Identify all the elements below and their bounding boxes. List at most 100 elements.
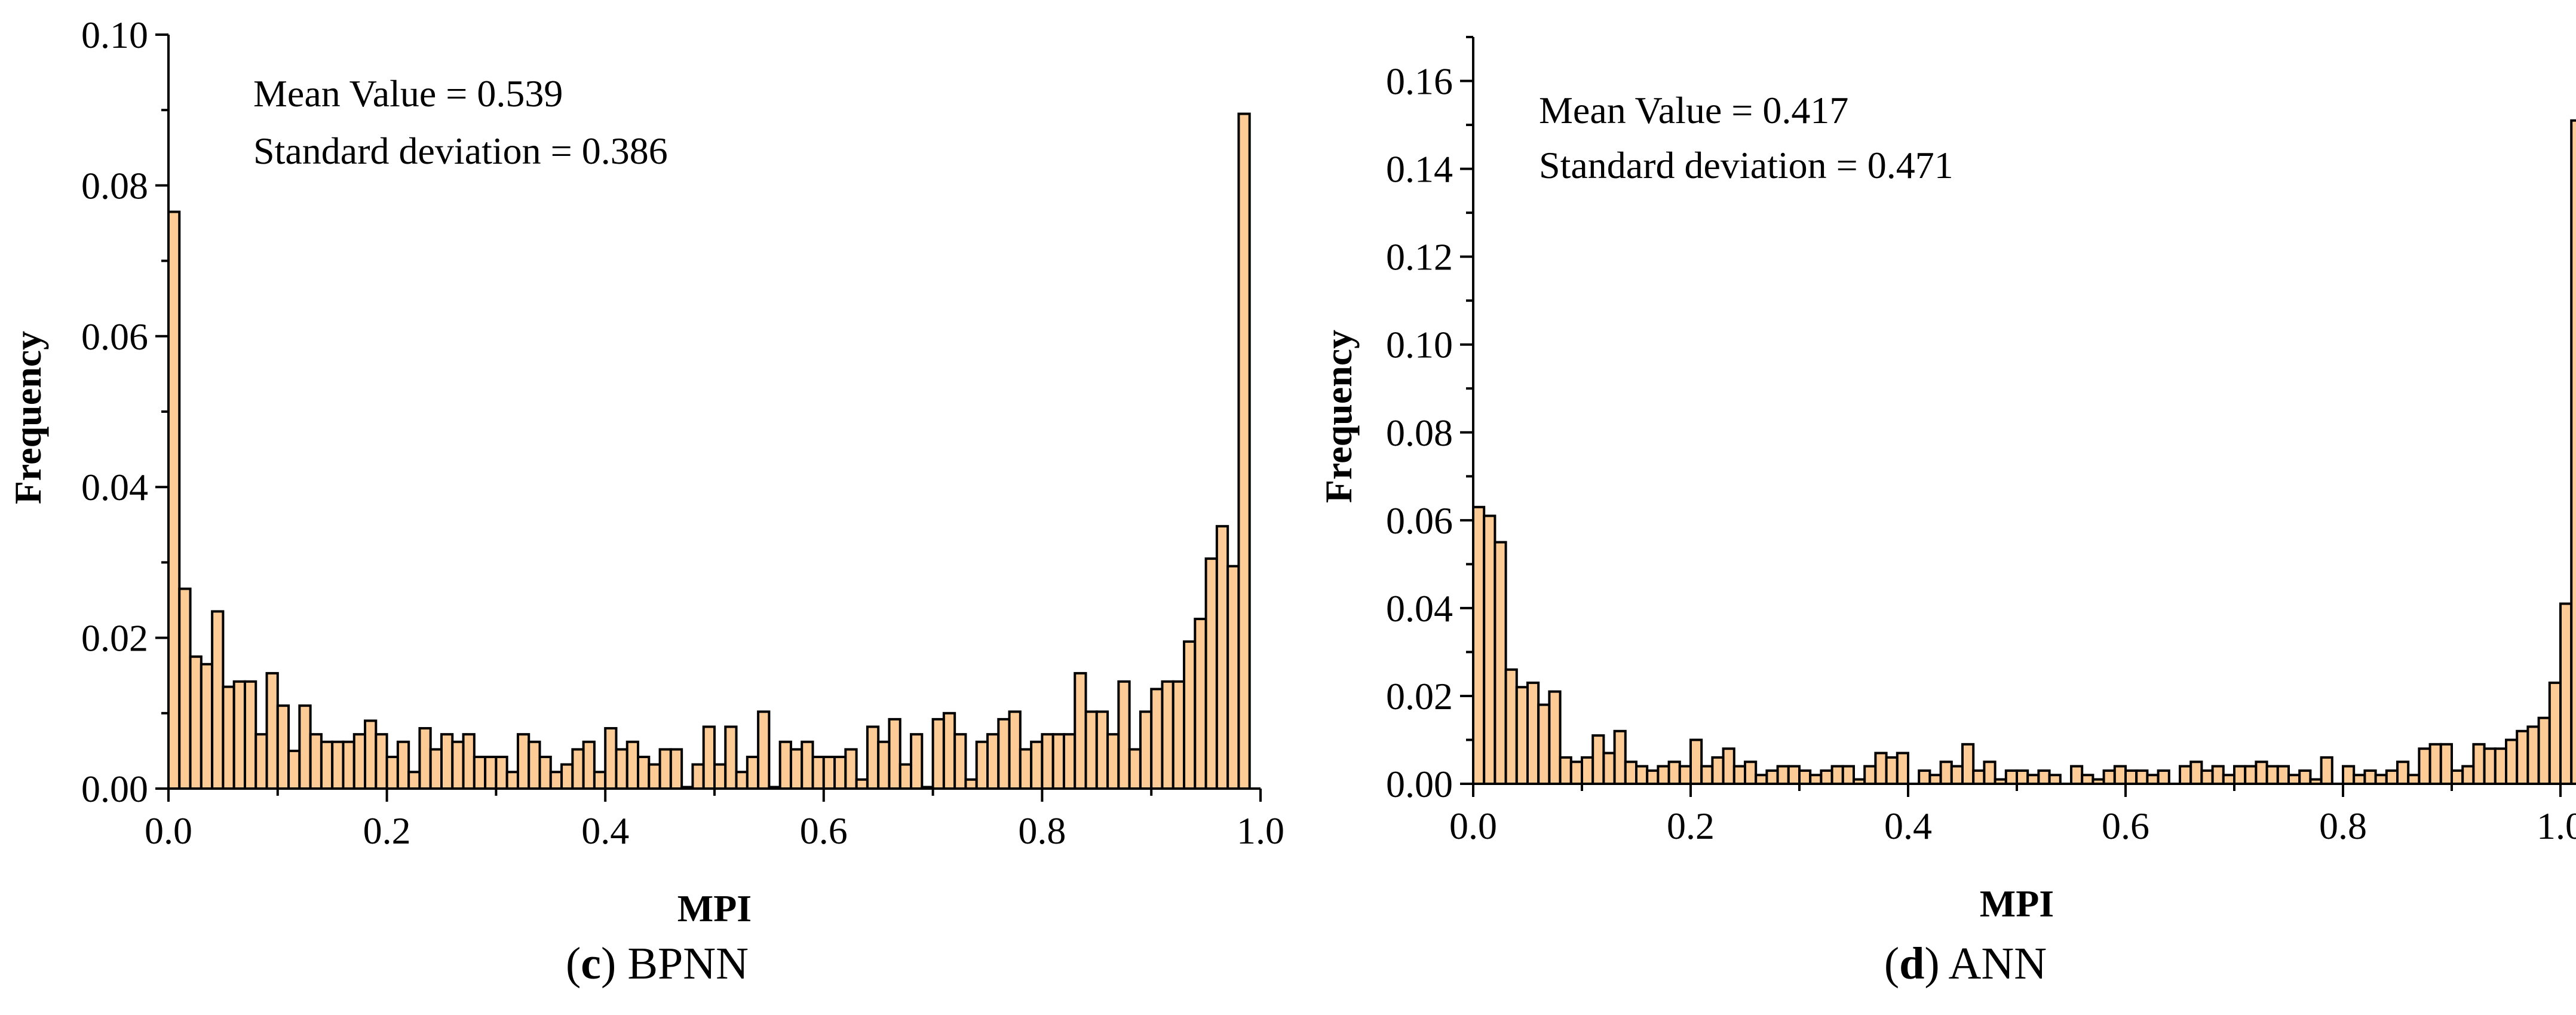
histogram-bar <box>1504 668 1518 785</box>
histogram-bar <box>222 685 235 790</box>
x-tick-label: 0.8 <box>2319 805 2367 847</box>
histogram-bar <box>2276 765 2290 785</box>
histogram-bar <box>516 733 530 790</box>
histogram-bar <box>735 771 749 790</box>
histogram-bar <box>702 725 716 790</box>
histogram-bar <box>1972 769 1986 785</box>
histogram-bar <box>2363 769 2377 785</box>
histogram-bar <box>910 733 924 790</box>
histogram-bar <box>2102 769 2116 785</box>
histogram-bar <box>1494 541 1507 786</box>
std-deviation-annotation: Standard deviation = 0.386 <box>253 130 668 172</box>
histogram-bar <box>1537 703 1551 786</box>
histogram-bar <box>582 740 596 790</box>
histogram-bars <box>167 112 1251 790</box>
histogram-bar <box>1483 514 1496 785</box>
histogram-bar <box>1237 112 1251 790</box>
histogram-bar <box>1548 690 1562 785</box>
histogram-bar <box>1139 710 1153 790</box>
x-tick-label: 0.2 <box>363 809 411 852</box>
y-tick-label: 0.08 <box>81 164 148 207</box>
histogram-bar <box>2526 725 2540 786</box>
histogram-bar <box>1472 505 1486 785</box>
y-tick-label: 0.06 <box>1386 499 1453 542</box>
histogram-bar <box>669 748 683 790</box>
histogram-bar <box>331 740 345 790</box>
histogram-bar <box>200 663 214 790</box>
histogram-bar <box>2222 774 2236 786</box>
histogram-bar <box>2483 747 2497 786</box>
x-axis-label: MPI <box>1980 882 2054 925</box>
x-tick-label: 1.0 <box>1237 809 1284 852</box>
x-tick-label: 1.0 <box>2537 805 2576 847</box>
histogram-bar <box>2298 769 2312 785</box>
y-tick-label: 0.06 <box>81 315 148 358</box>
y-tick-label: 0.04 <box>81 466 148 508</box>
histogram-bar <box>1030 740 1044 790</box>
y-tick-label: 0.04 <box>1386 587 1453 630</box>
histogram-bar <box>997 717 1011 790</box>
histogram-bar <box>418 727 432 790</box>
histogram-bar <box>833 756 847 790</box>
histogram-bar <box>1613 729 1627 786</box>
y-tick-label: 0.16 <box>1386 60 1453 103</box>
y-tick-label: 0.10 <box>81 14 148 56</box>
histogram-bar <box>1041 733 1054 790</box>
histogram-bar <box>2418 747 2431 786</box>
histogram-bar <box>1896 752 1910 786</box>
histogram-bar <box>2135 769 2149 785</box>
histogram-bar <box>789 748 804 790</box>
histogram-bar <box>549 771 563 790</box>
histogram-bar <box>625 740 640 790</box>
histogram-bar <box>385 756 399 790</box>
histogram-bar <box>2037 769 2051 785</box>
histogram-bar <box>189 655 203 790</box>
histogram-bar <box>309 733 323 790</box>
histogram-bar <box>2353 774 2366 786</box>
histogram-bar <box>1809 774 1823 786</box>
y-tick-label: 0.08 <box>1386 412 1453 454</box>
histogram-bar <box>407 771 421 790</box>
histogram-bar <box>2189 761 2203 785</box>
histogram-bar <box>746 756 760 790</box>
histogram-bar <box>1830 765 1844 785</box>
histogram-bar <box>1062 733 1077 790</box>
histogram-bar <box>254 733 268 790</box>
histogram-bar <box>1019 748 1033 790</box>
histogram-bar <box>2342 765 2356 785</box>
histogram-bar <box>2505 738 2519 785</box>
panel-caption: (c) BPNN <box>566 939 749 989</box>
histogram-bar <box>1559 756 1572 786</box>
histogram-bar <box>658 748 672 790</box>
histogram-bar <box>866 725 880 790</box>
histogram-bar <box>2570 119 2576 786</box>
histogram-bar <box>1581 756 1594 786</box>
histogram-bar <box>942 712 956 790</box>
histogram-bar <box>2451 769 2464 785</box>
histogram-bar <box>495 756 508 790</box>
histogram-bar <box>1874 752 1888 786</box>
x-tick-label: 0.2 <box>1667 805 1715 847</box>
x-tick-label: 0.4 <box>581 809 629 852</box>
x-axis-label: MPI <box>677 887 752 930</box>
histogram-bar <box>986 733 1000 790</box>
x-tick-label: 0.8 <box>1018 809 1066 852</box>
histogram-bar <box>1765 769 1779 785</box>
mean-value-annotation: Mean Value = 0.417 <box>1539 89 1848 131</box>
histogram-bar <box>451 740 465 790</box>
histogram-bar <box>2157 769 2170 785</box>
y-axis-label: Frequency <box>7 331 49 504</box>
histogram-bar <box>538 756 552 790</box>
histogram-bar <box>2070 765 2084 785</box>
histogram-bar <box>1194 618 1207 790</box>
panel-c: 0.00 0.02 0.04 0.06 0.08 0.10 0.0 0.2 0.4 0.6 0.8 1… <box>7 14 1284 989</box>
histogram-bar <box>801 740 814 790</box>
histogram-bar <box>167 210 181 790</box>
histogram-bar <box>1722 747 1735 786</box>
histogram-bar <box>1689 738 1703 785</box>
histogram-bar <box>975 740 989 790</box>
histogram-bar <box>1084 710 1098 790</box>
y-tick-label: 0.12 <box>1386 236 1453 278</box>
histogram-bar <box>1667 761 1681 785</box>
histogram-bar <box>1591 734 1605 785</box>
